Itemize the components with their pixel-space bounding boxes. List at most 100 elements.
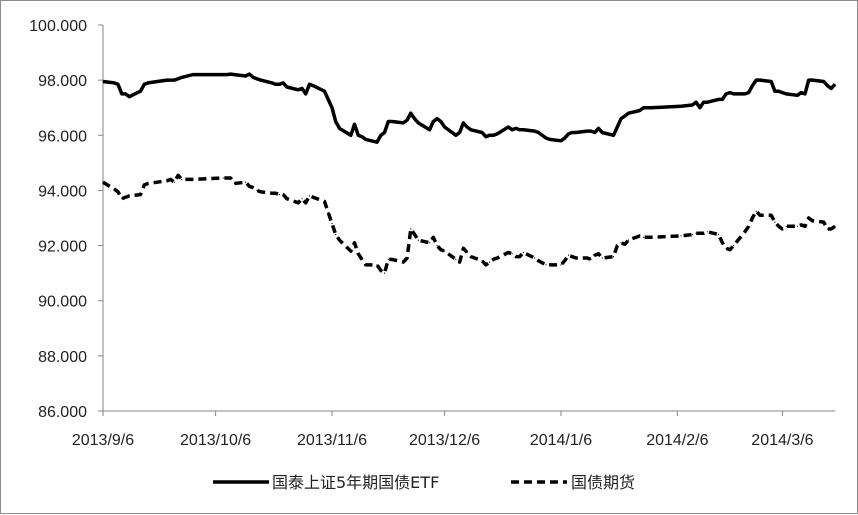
- data-point: [380, 269, 382, 271]
- data-point: [567, 254, 570, 256]
- data-point: [620, 118, 622, 120]
- legend: 国泰上证5年期国债ETF 国债期货: [213, 473, 635, 492]
- data-point: [350, 250, 352, 252]
- x-tick-label: 2013/10/6: [180, 432, 251, 449]
- data-point: [305, 202, 307, 204]
- data-point: [778, 90, 780, 92]
- data-point: [462, 122, 464, 124]
- data-point: [414, 118, 416, 120]
- data-point: [706, 101, 709, 103]
- series-futures: [102, 173, 837, 275]
- data-point: [117, 191, 119, 193]
- data-point: [143, 83, 145, 85]
- data-point: [830, 228, 832, 230]
- data-point: [376, 141, 378, 143]
- data-point: [590, 130, 592, 132]
- x-tick-label: 2013/11/6: [297, 432, 367, 449]
- data-point: [646, 236, 648, 238]
- data-point: [406, 257, 408, 259]
- data-point: [470, 256, 472, 258]
- data-point: [271, 192, 273, 194]
- data-point: [436, 245, 438, 247]
- data-point: [721, 98, 724, 100]
- data-point: [560, 140, 562, 142]
- data-point: [139, 194, 142, 196]
- data-point: [733, 245, 735, 247]
- data-point: [612, 134, 615, 136]
- data-point: [470, 129, 472, 131]
- data-point: [781, 92, 784, 94]
- data-point: [376, 264, 378, 266]
- data-point: [414, 233, 416, 236]
- data-point: [365, 138, 367, 140]
- data-point: [571, 131, 573, 134]
- data-point: [402, 261, 404, 263]
- series-etf: [102, 72, 837, 144]
- data-point: [804, 93, 806, 95]
- data-point: [436, 118, 438, 120]
- series-line: [102, 173, 837, 275]
- data-point: [597, 127, 600, 129]
- data-point: [751, 85, 754, 87]
- data-point: [391, 258, 393, 260]
- data-point: [650, 107, 652, 109]
- data-point: [170, 178, 172, 180]
- data-point: [778, 225, 780, 227]
- y-tick-label: 98.000: [38, 73, 87, 90]
- data-point: [511, 129, 513, 131]
- data-point: [545, 137, 547, 139]
- data-point: [139, 90, 142, 92]
- data-point: [335, 233, 337, 236]
- data-point: [492, 134, 494, 136]
- data-point: [597, 253, 600, 255]
- data-point: [826, 228, 829, 230]
- data-point: [308, 83, 311, 85]
- data-point: [113, 82, 115, 84]
- data-point: [410, 228, 412, 230]
- data-point: [481, 260, 483, 262]
- data-point: [823, 80, 825, 83]
- data-point: [620, 242, 622, 244]
- data-point: [147, 182, 149, 185]
- data-point: [564, 137, 566, 139]
- data-point: [519, 256, 521, 258]
- data-point: [774, 221, 776, 223]
- data-point: [128, 195, 130, 197]
- data-point: [429, 242, 431, 244]
- data-point: [744, 93, 746, 95]
- data-point: [691, 104, 694, 106]
- data-point: [590, 258, 592, 260]
- data-point: [770, 214, 772, 216]
- axes: 86.000 88.000 90.000 92.000 94.000 96.000 98.0…: [29, 18, 835, 449]
- data-point: [691, 233, 694, 236]
- data-point: [365, 264, 367, 266]
- data-point: [147, 82, 149, 84]
- data-point: [507, 251, 509, 254]
- data-point: [549, 264, 551, 266]
- data-point: [643, 107, 645, 109]
- data-point: [410, 112, 412, 114]
- data-point: [323, 200, 326, 203]
- data-point: [286, 86, 288, 88]
- data-point: [331, 222, 333, 225]
- data-point: [507, 126, 509, 128]
- data-point: [286, 198, 288, 200]
- data-point: [522, 251, 525, 254]
- data-point: [811, 220, 814, 222]
- data-point: [275, 192, 277, 194]
- data-point: [260, 79, 262, 81]
- data-point: [278, 194, 280, 196]
- data-point: [466, 251, 468, 254]
- data-point: [718, 233, 720, 236]
- data-point: [350, 134, 352, 136]
- data-point: [796, 94, 799, 96]
- data-point: [387, 258, 389, 260]
- data-point: [444, 250, 446, 252]
- data-point: [455, 258, 457, 260]
- y-tick-label: 86.000: [38, 404, 87, 421]
- data-point: [695, 232, 697, 234]
- data-point: [432, 120, 434, 123]
- data-point: [492, 258, 494, 260]
- data-point: [537, 131, 540, 134]
